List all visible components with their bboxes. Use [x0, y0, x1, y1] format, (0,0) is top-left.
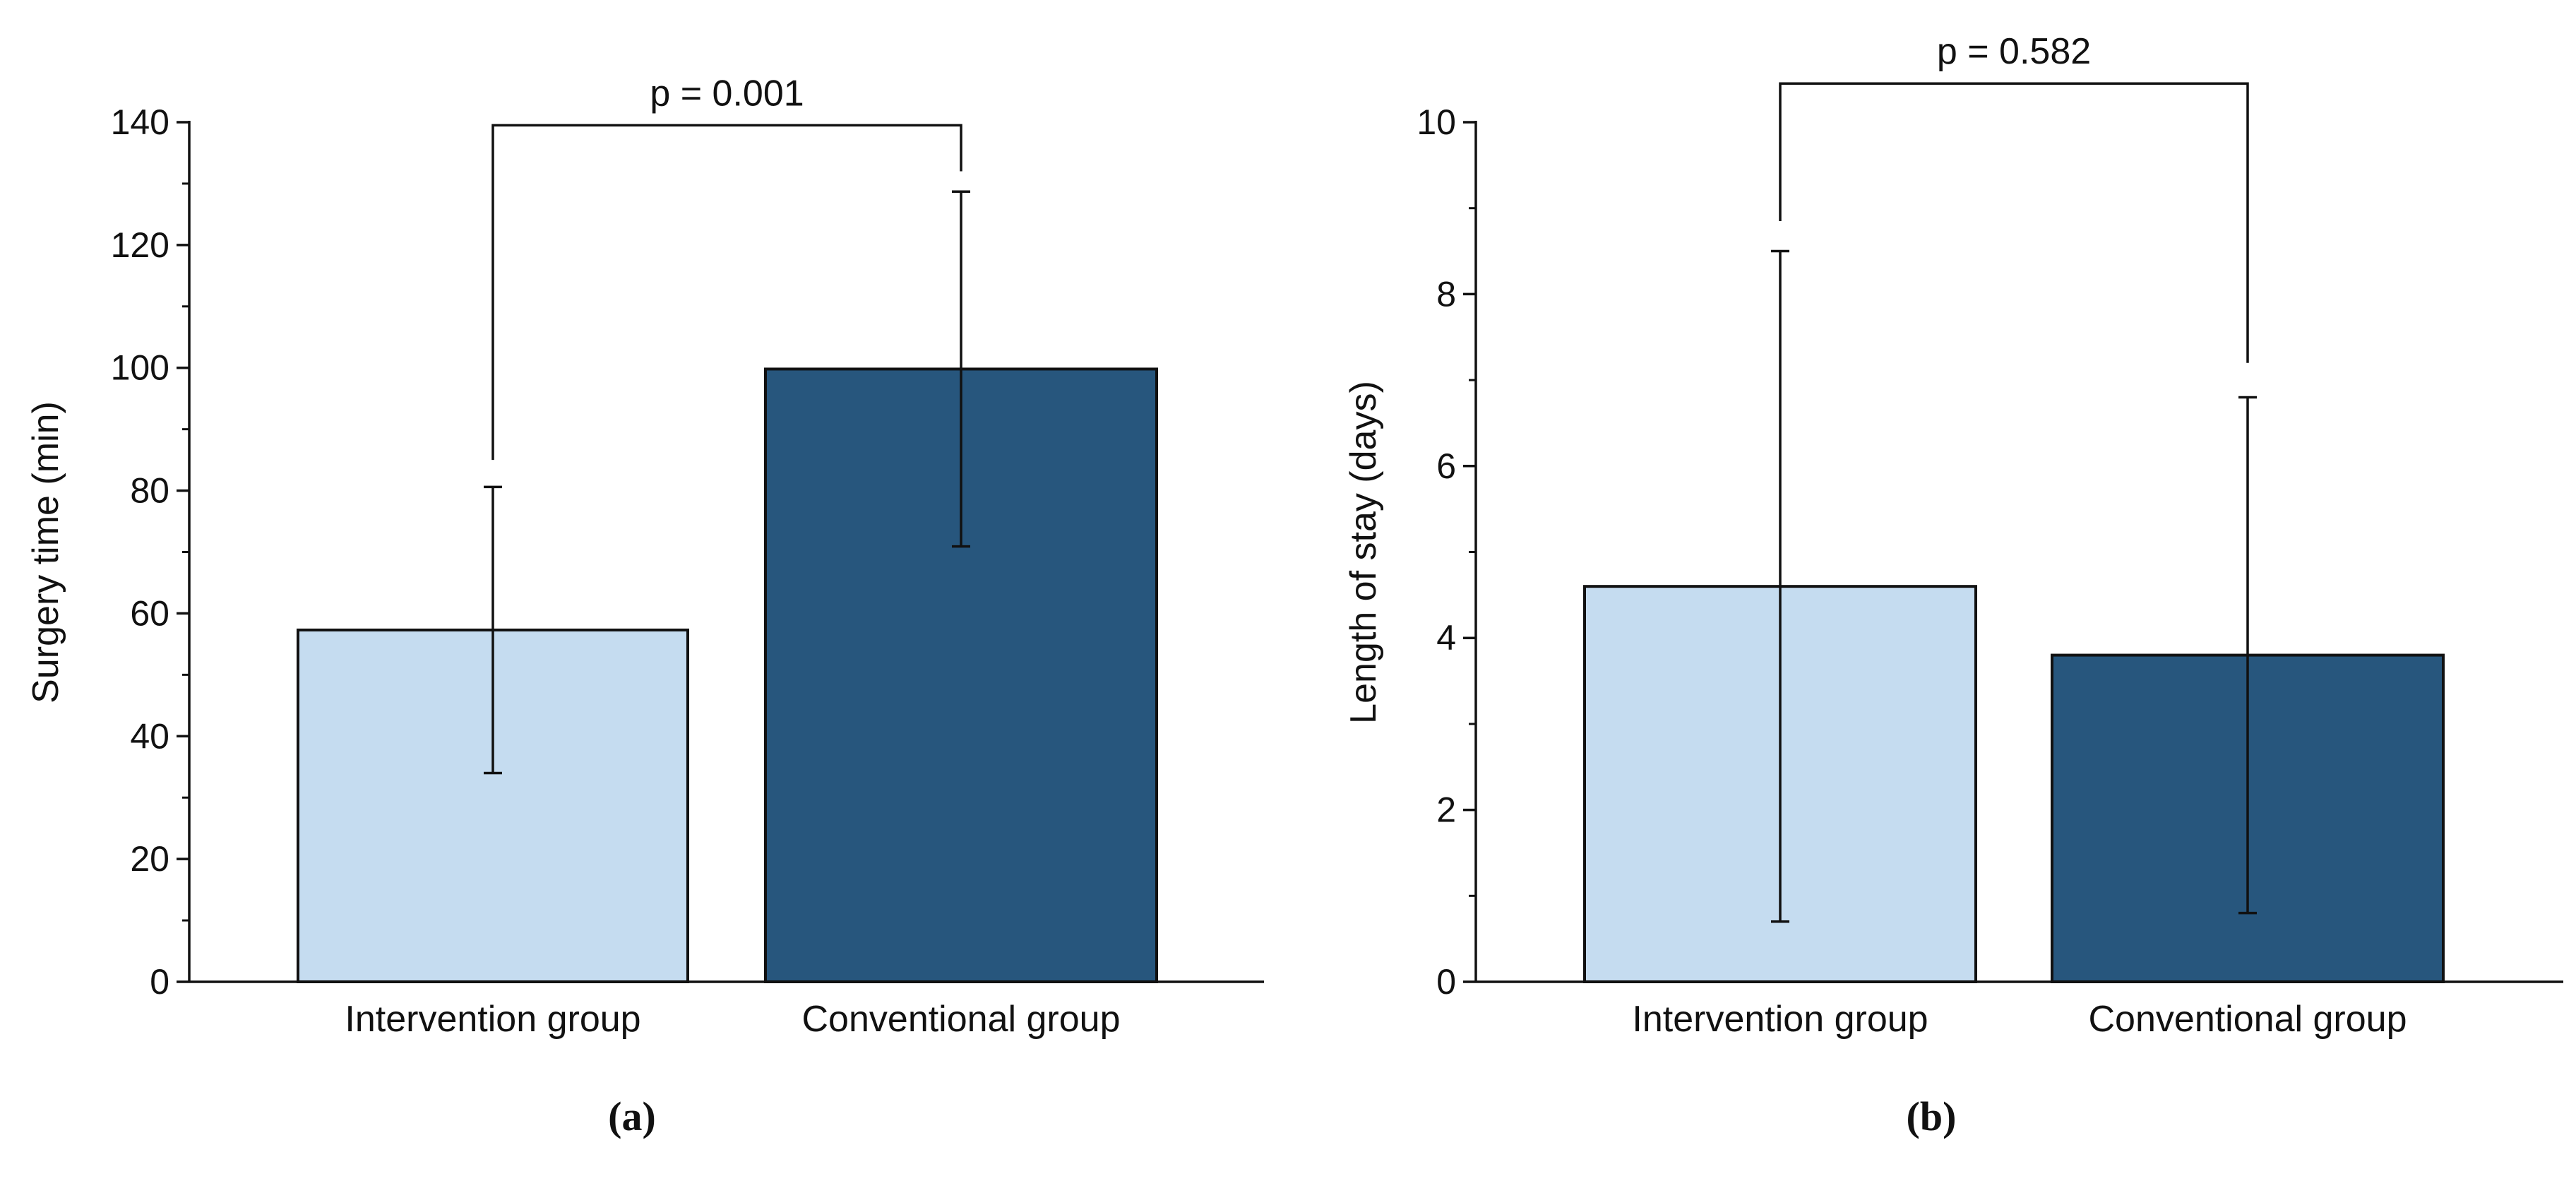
y-tick-label-4: 8 — [1436, 274, 1456, 314]
y-tick-label-5: 10 — [1417, 102, 1456, 142]
y-tick-label-7: 140 — [111, 102, 169, 142]
y-tick-label-4: 80 — [130, 471, 169, 511]
y-tick-label-1: 2 — [1436, 790, 1456, 830]
p-value-label: p = 0.582 — [1937, 31, 2091, 72]
significance-bracket — [491, 124, 962, 461]
chart-panel-a: 0 20 40 60 80 100 120 140 Intervention group Conv… — [25, 73, 1264, 1139]
panel-caption: (b) — [1907, 1093, 1957, 1139]
y-tick-label-2: 40 — [130, 716, 169, 756]
y-tick-label-0: 0 — [1436, 962, 1456, 1002]
chart-panel-b: 0 2 4 6 8 10 Intervention group Conventional gr… — [1343, 31, 2563, 1139]
y-tick-label-1: 20 — [130, 839, 169, 879]
x-tick-label-1: Conventional group — [2089, 999, 2407, 1040]
y-tick-label-3: 6 — [1436, 446, 1456, 486]
significance-bracket — [1779, 82, 2249, 363]
x-tick-label-0: Intervention group — [1632, 999, 1928, 1040]
p-value-label: p = 0.001 — [650, 73, 804, 114]
y-tick-label-3: 60 — [130, 593, 169, 633]
panel-caption: (a) — [608, 1093, 656, 1139]
y-tick-label-6: 120 — [111, 225, 169, 265]
y-tick-label-5: 100 — [111, 348, 169, 388]
x-tick-label-0: Intervention group — [345, 999, 640, 1040]
y-tick-label-0: 0 — [150, 962, 169, 1002]
y-axis-label: Surgery time (min) — [25, 401, 66, 704]
x-tick-label-1: Conventional group — [802, 999, 1121, 1040]
y-axis-label: Length of stay (days) — [1343, 381, 1384, 724]
y-tick-label-2: 4 — [1436, 618, 1456, 658]
